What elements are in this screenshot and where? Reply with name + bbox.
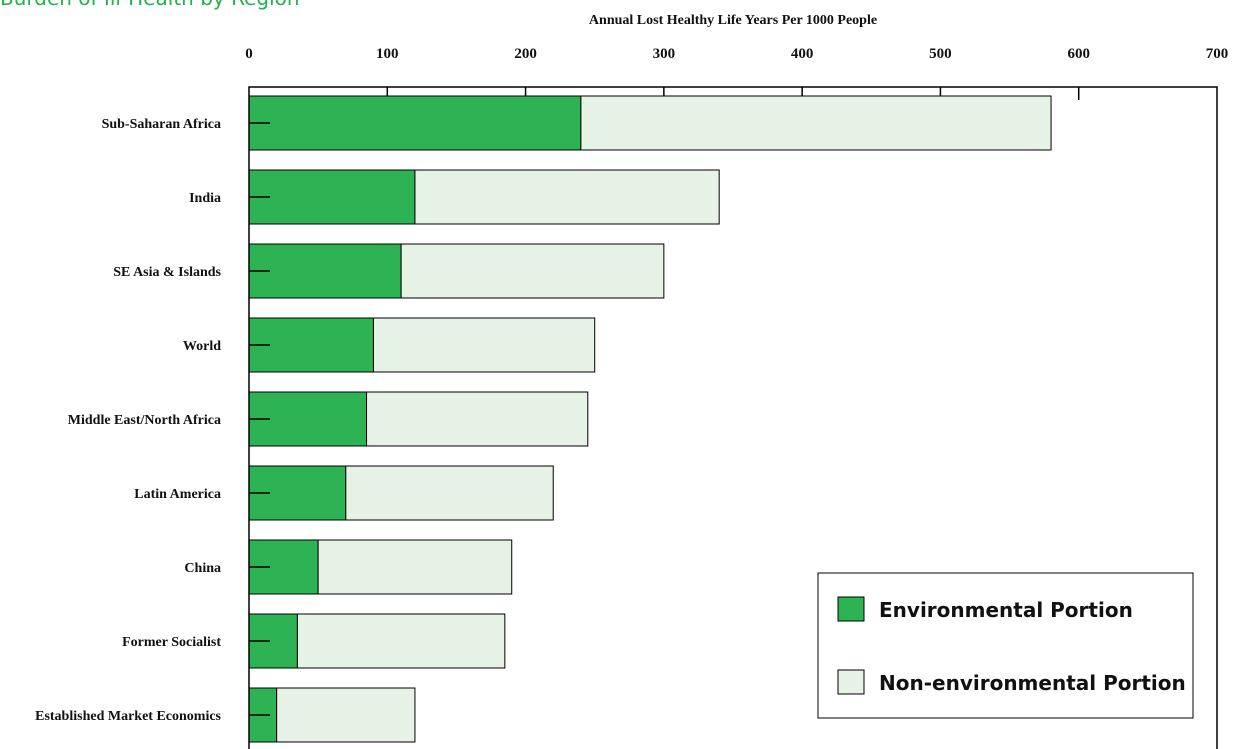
bar-environmental — [248, 95, 582, 151]
bar-non-environmental — [366, 391, 589, 447]
legend-label-non-environmental: Non-environmental Portion — [879, 671, 1186, 695]
y-tick-label: World — [183, 339, 221, 354]
x-axis-label: Annual Lost Healthy Life Years Per 1000 … — [589, 13, 877, 28]
bar-non-environmental — [317, 539, 513, 595]
y-tick-label: India — [189, 191, 221, 206]
x-tick-label: 0 — [245, 46, 253, 62]
bar-environmental — [248, 243, 402, 299]
bars — [248, 95, 1052, 743]
bar-non-environmental — [414, 169, 720, 225]
x-tick-label: 100 — [376, 46, 399, 62]
y-tick-label: Sub-Saharan Africa — [102, 117, 221, 132]
legend: Environmental Portion Non-environmental … — [817, 572, 1194, 719]
bar-environmental — [248, 169, 416, 225]
y-tick-label: Former Socialist — [122, 635, 221, 650]
bar-non-environmental — [276, 687, 416, 743]
y-tick-label: Latin America — [134, 487, 221, 502]
x-axis-ticks: 0 100 200 300 400 500 600 700 — [245, 46, 1228, 100]
x-tick-label: 300 — [653, 46, 676, 62]
y-tick-label: Established Market Economics — [35, 709, 221, 724]
plot-frame — [248, 86, 1218, 749]
bar-non-environmental — [372, 317, 596, 373]
y-tick-label: Middle East/North Africa — [68, 413, 221, 428]
y-tick-label: SE Asia & Islands — [113, 265, 221, 280]
x-tick-label: 500 — [929, 46, 952, 62]
bar-non-environmental — [580, 95, 1052, 151]
x-tick-label: 200 — [514, 46, 537, 62]
bar-non-environmental — [345, 465, 554, 521]
chart-title: Burden of Ill-Health by Region — [0, 0, 300, 10]
x-tick-label: 700 — [1206, 46, 1229, 62]
legend-swatch-non-environmental — [837, 669, 865, 695]
bar-non-environmental — [296, 613, 506, 669]
y-axis-labels: Sub-Saharan Africa India SE Asia & Islands… — [35, 117, 221, 724]
legend-box — [817, 572, 1194, 719]
x-tick-label: 600 — [1067, 46, 1090, 62]
bar-non-environmental — [400, 243, 665, 299]
y-tick-label: China — [184, 561, 221, 576]
legend-swatch-environmental — [837, 596, 865, 622]
x-tick-label: 400 — [791, 46, 814, 62]
legend-label-environmental: Environmental Portion — [879, 598, 1133, 622]
